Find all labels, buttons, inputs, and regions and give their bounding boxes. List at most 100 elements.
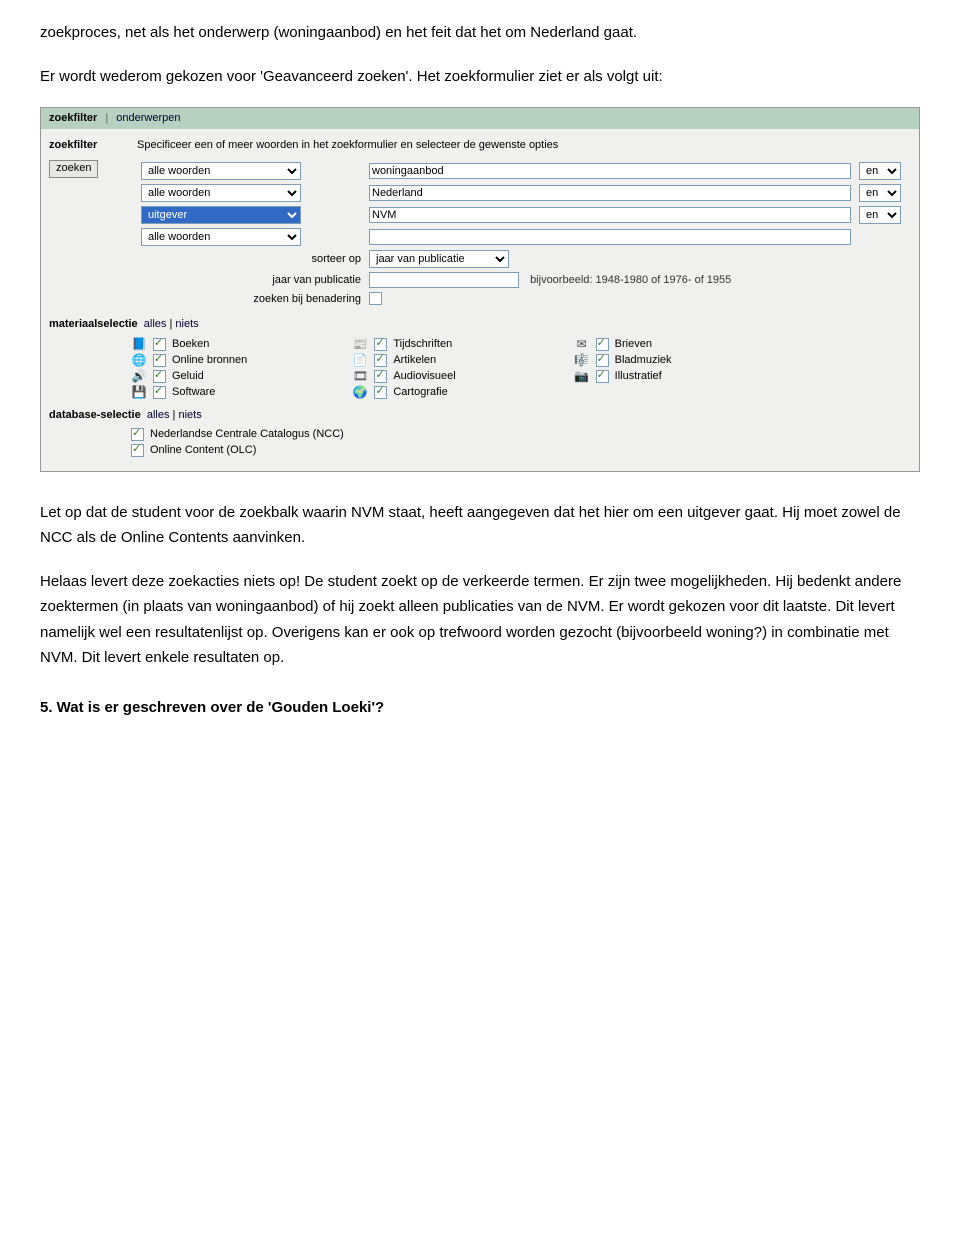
material-label: Audiovisueel xyxy=(393,370,455,383)
sort-select[interactable]: jaar van publicatie xyxy=(369,250,509,268)
material-label: Tijdschriften xyxy=(393,338,452,351)
approx-row: zoeken bij benadering xyxy=(137,290,911,308)
material-checkbox[interactable] xyxy=(153,386,166,399)
form-hint: Specificeer een of meer woorden in het z… xyxy=(137,139,911,152)
material-checkbox[interactable] xyxy=(374,386,387,399)
database-niets-link[interactable]: niets xyxy=(178,409,201,421)
bool-select-3[interactable]: en xyxy=(859,206,901,224)
sort-row: sorteer op jaar van publicatie xyxy=(137,248,911,270)
database-item: Online Content (OLC) xyxy=(131,444,911,457)
material-icon: 🌍 xyxy=(352,385,368,399)
year-row: jaar van publicatie bijvoorbeeld: 1948-1… xyxy=(137,270,911,290)
material-label: Artikelen xyxy=(393,354,436,367)
material-checkbox[interactable] xyxy=(153,354,166,367)
material-label: Online bronnen xyxy=(172,354,247,367)
material-icon: 🔊 xyxy=(131,369,147,383)
material-item: ✉ Brieven xyxy=(574,337,771,351)
materiaal-title: materiaalselectie xyxy=(49,318,138,330)
material-label: Bladmuziek xyxy=(615,354,672,367)
database-label: Nederlandse Centrale Catalogus (NCC) xyxy=(150,428,344,441)
approx-label: zoeken bij benadering xyxy=(137,290,365,308)
material-item: 📰 Tijdschriften xyxy=(352,337,549,351)
materiaal-niets-link[interactable]: niets xyxy=(175,318,198,330)
bool-select-2[interactable]: en xyxy=(859,184,901,202)
paragraph-3: Let op dat de student voor de zoekbalk w… xyxy=(40,500,920,551)
search-row-1: alle woorden en xyxy=(137,160,911,182)
database-title: database-selectie xyxy=(49,409,141,421)
material-checkbox[interactable] xyxy=(374,338,387,351)
tab-onderwerpen[interactable]: onderwerpen xyxy=(116,112,180,124)
search-row-3: uitgever en xyxy=(137,204,911,226)
materiaal-header: materiaalselectie alles | niets xyxy=(41,312,919,333)
material-icon: 🎼 xyxy=(574,353,590,367)
material-icon: 📘 xyxy=(131,337,147,351)
tab-separator: | xyxy=(105,112,108,124)
material-label: Boeken xyxy=(172,338,209,351)
material-icon: ✉ xyxy=(574,337,590,351)
database-item: Nederlandse Centrale Catalogus (NCC) xyxy=(131,428,911,441)
material-item: 🔊 Geluid xyxy=(131,369,328,383)
database-checkbox[interactable] xyxy=(131,428,144,441)
term-input-4[interactable] xyxy=(369,229,851,245)
field-select-1[interactable]: alle woorden xyxy=(141,162,301,180)
database-list: Nederlandse Centrale Catalogus (NCC) Onli… xyxy=(41,424,919,470)
field-select-4[interactable]: alle woorden xyxy=(141,228,301,246)
material-checkbox[interactable] xyxy=(153,370,166,383)
bool-select-1[interactable]: en xyxy=(859,162,901,180)
field-select-2[interactable]: alle woorden xyxy=(141,184,301,202)
paragraph-1: zoekproces, net als het onderwerp (wonin… xyxy=(40,20,920,46)
material-item: 📘 Boeken xyxy=(131,337,328,351)
material-item: 💾Software xyxy=(131,385,328,399)
material-item: 🎼 Bladmuziek xyxy=(574,353,771,367)
tab-bar: zoekfilter | onderwerpen xyxy=(41,108,919,129)
materiaal-alles-link[interactable]: alles xyxy=(144,318,167,330)
material-checkbox[interactable] xyxy=(596,370,609,383)
zoeken-button[interactable]: zoeken xyxy=(49,160,98,177)
year-example: bijvoorbeeld: 1948-1980 of 1976- of 1955 xyxy=(522,274,731,286)
main-form: Specificeer een of meer woorden in het z… xyxy=(137,139,911,308)
zoekfilter-heading: zoekfilter xyxy=(49,139,119,152)
material-label: Brieven xyxy=(615,338,652,351)
paragraph-4: Helaas levert deze zoekacties niets op! … xyxy=(40,569,920,671)
database-checkbox[interactable] xyxy=(131,444,144,457)
term-input-3[interactable] xyxy=(369,207,851,223)
material-checkbox[interactable] xyxy=(374,370,387,383)
year-label: jaar van publicatie xyxy=(137,270,365,290)
term-input-2[interactable] xyxy=(369,185,851,201)
material-label: Software xyxy=(172,386,215,399)
material-checkbox[interactable] xyxy=(596,354,609,367)
search-row-2: alle woorden en xyxy=(137,182,911,204)
form-area: zoekfilter zoeken Specificeer een of mee… xyxy=(41,129,919,312)
field-select-3[interactable]: uitgever xyxy=(141,206,301,224)
material-icon: 📄 xyxy=(352,353,368,367)
database-header: database-selectie alles | niets xyxy=(41,403,919,424)
material-label: Illustratief xyxy=(615,370,662,383)
search-row-4: alle woorden xyxy=(137,226,911,248)
material-checkbox[interactable] xyxy=(153,338,166,351)
material-checkbox[interactable] xyxy=(596,338,609,351)
left-column: zoekfilter zoeken xyxy=(49,139,119,308)
sort-label: sorteer op xyxy=(137,248,365,270)
tab-zoekfilter[interactable]: zoekfilter xyxy=(49,112,97,124)
database-alles-link[interactable]: alles xyxy=(147,409,170,421)
approx-checkbox[interactable] xyxy=(369,292,382,305)
material-icon: 🌐 xyxy=(131,353,147,367)
material-grid: 📘 Boeken 📰 Tijdschriften ✉ Brieven 🌐 Online bro… xyxy=(41,333,779,403)
year-input[interactable] xyxy=(369,272,519,288)
term-input-1[interactable] xyxy=(369,163,851,179)
search-rows-table: alle woorden en alle woorden en uitgever… xyxy=(137,160,911,308)
paragraph-2: Er wordt wederom gekozen voor 'Geavancee… xyxy=(40,64,920,90)
material-checkbox[interactable] xyxy=(374,354,387,367)
material-item: 🌐 Online bronnen xyxy=(131,353,328,367)
material-icon: 🎞 xyxy=(352,369,368,383)
material-label: Geluid xyxy=(172,370,204,383)
database-label: Online Content (OLC) xyxy=(150,444,256,457)
material-label: Cartografie xyxy=(393,386,447,399)
search-form-screenshot: zoekfilter | onderwerpen zoekfilter zoek… xyxy=(40,107,920,472)
material-item: 📷 Illustratief xyxy=(574,369,771,383)
material-item: 🎞 Audiovisueel xyxy=(352,369,549,383)
material-icon: 📷 xyxy=(574,369,590,383)
material-item: 🌍 Cartografie xyxy=(352,385,549,399)
question-5-heading: 5. Wat is er geschreven over de 'Gouden … xyxy=(40,695,920,721)
material-icon: 📰 xyxy=(352,337,368,351)
